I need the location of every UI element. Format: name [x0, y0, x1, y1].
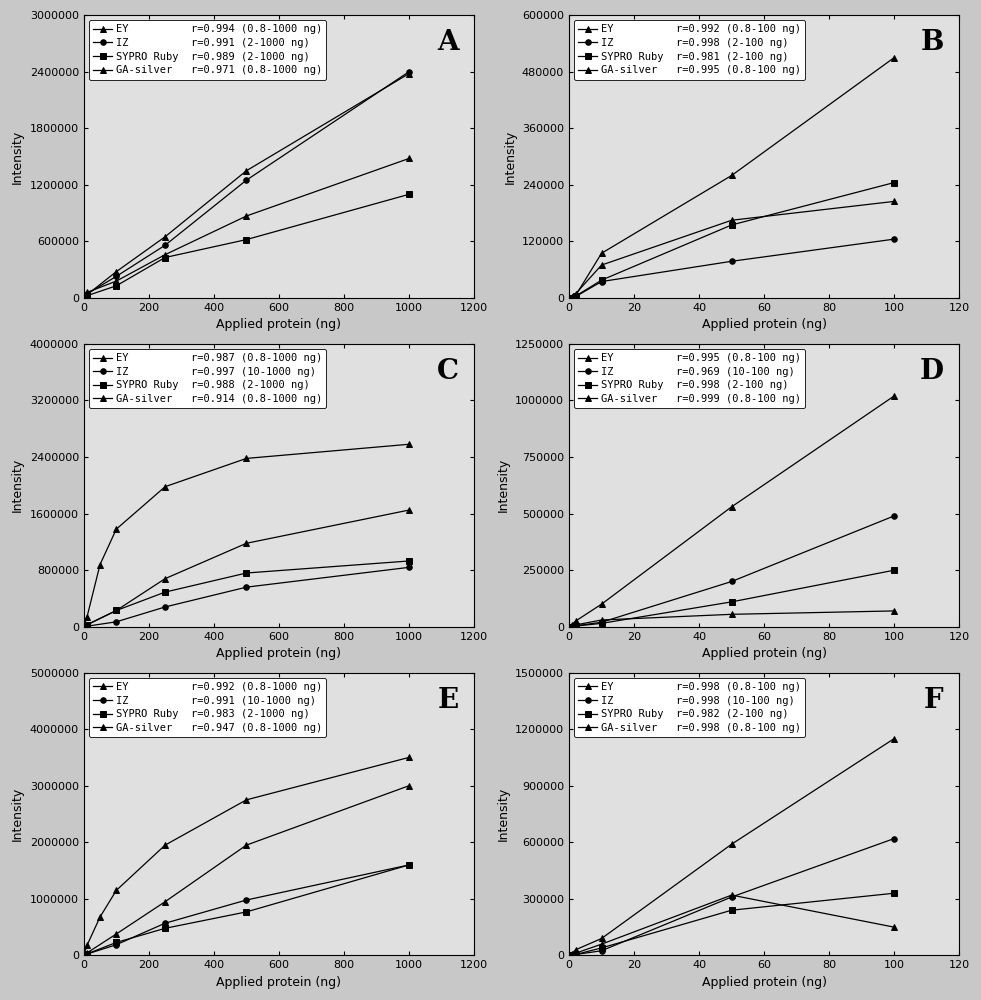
Y-axis label: Intensity: Intensity [11, 458, 25, 512]
Y-axis label: Intensity: Intensity [11, 129, 25, 184]
Text: F: F [924, 687, 944, 714]
X-axis label: Applied protein (ng): Applied protein (ng) [701, 647, 827, 660]
Legend: EY          r=0.995 (0.8-100 ng), IZ          r=0.969 (10-100 ng), SYPRO Ruby  r: EY r=0.995 (0.8-100 ng), IZ r=0.969 (10-… [574, 349, 805, 408]
Y-axis label: Intensity: Intensity [496, 458, 509, 512]
Y-axis label: Intensity: Intensity [496, 787, 509, 841]
Text: D: D [920, 358, 944, 385]
Legend: EY          r=0.987 (0.8-1000 ng), IZ          r=0.997 (10-1000 ng), SYPRO Ruby : EY r=0.987 (0.8-1000 ng), IZ r=0.997 (10… [89, 349, 327, 408]
X-axis label: Applied protein (ng): Applied protein (ng) [217, 976, 341, 989]
Text: C: C [437, 358, 458, 385]
X-axis label: Applied protein (ng): Applied protein (ng) [217, 318, 341, 331]
Legend: EY          r=0.992 (0.8-100 ng), IZ          r=0.998 (2-100 ng), SYPRO Ruby  r=: EY r=0.992 (0.8-100 ng), IZ r=0.998 (2-1… [574, 20, 805, 80]
X-axis label: Applied protein (ng): Applied protein (ng) [701, 318, 827, 331]
Legend: EY          r=0.992 (0.8-1000 ng), IZ          r=0.991 (10-1000 ng), SYPRO Ruby : EY r=0.992 (0.8-1000 ng), IZ r=0.991 (10… [89, 678, 327, 737]
Text: A: A [437, 29, 458, 56]
Y-axis label: Intensity: Intensity [503, 129, 516, 184]
Y-axis label: Intensity: Intensity [11, 787, 25, 841]
Text: B: B [920, 29, 944, 56]
Legend: EY          r=0.998 (0.8-100 ng), IZ          r=0.998 (10-100 ng), SYPRO Ruby  r: EY r=0.998 (0.8-100 ng), IZ r=0.998 (10-… [574, 678, 805, 737]
Text: E: E [438, 687, 458, 714]
X-axis label: Applied protein (ng): Applied protein (ng) [217, 647, 341, 660]
Legend: EY          r=0.994 (0.8-1000 ng), IZ          r=0.991 (2-1000 ng), SYPRO Ruby  : EY r=0.994 (0.8-1000 ng), IZ r=0.991 (2-… [89, 20, 327, 80]
X-axis label: Applied protein (ng): Applied protein (ng) [701, 976, 827, 989]
